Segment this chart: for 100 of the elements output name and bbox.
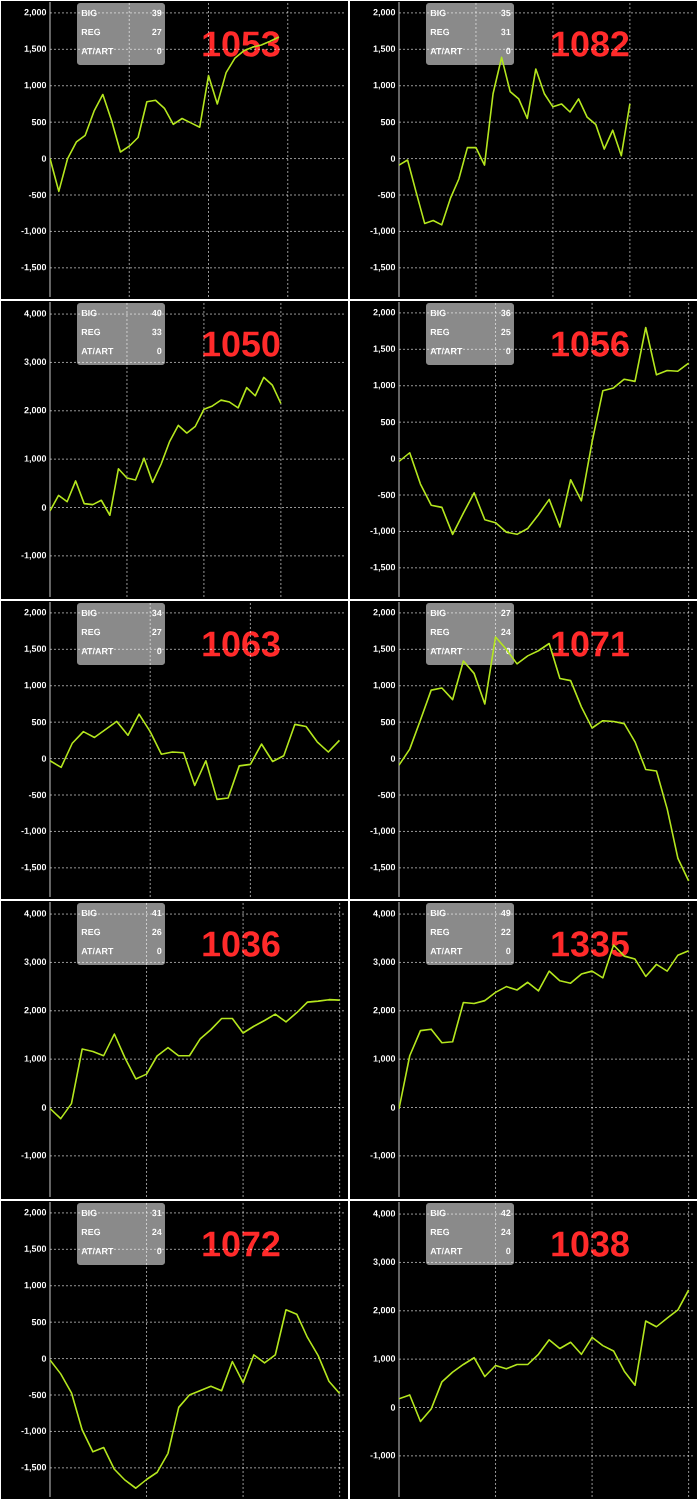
y-tick-label: 1,000 xyxy=(24,1281,47,1290)
annotation: 0 xyxy=(157,947,162,955)
text: 1082 xyxy=(552,31,629,57)
y-tick-label: 500 xyxy=(380,418,396,426)
annotation: REG xyxy=(81,928,101,936)
annotation: 40 xyxy=(151,309,162,317)
y-tick-label: 2,000 xyxy=(373,1006,396,1015)
line-series xyxy=(399,326,690,536)
annotation: 24 xyxy=(501,628,511,636)
annotation: REG xyxy=(430,628,450,636)
annotation: 49 xyxy=(500,909,511,917)
annotation: AT/ART xyxy=(81,947,114,955)
y-tick-label: 500 xyxy=(31,1318,47,1326)
line-series xyxy=(50,998,341,1120)
y-tick-label: 1,500 xyxy=(373,645,396,654)
y-tick-label: 1,500 xyxy=(373,45,396,54)
annotation: REG xyxy=(81,28,101,36)
annotation: BIG xyxy=(81,309,97,317)
annotation: REG xyxy=(430,328,450,336)
annotation: AT/ART xyxy=(430,647,463,655)
annotation: 35 xyxy=(501,9,511,17)
annotation: AT/ART xyxy=(430,347,463,355)
y-tick-label: -1,000 xyxy=(21,227,47,236)
y-tick-label: -1,000 xyxy=(21,552,47,560)
annotation: REG xyxy=(81,628,101,636)
y-tick-label: -1,500 xyxy=(370,264,396,272)
annotation: 34 xyxy=(152,609,162,617)
y-tick-label: 1,500 xyxy=(24,645,47,654)
line-series xyxy=(399,1289,690,1423)
y-tick-label: 1,000 xyxy=(24,455,47,463)
annotation: 25 xyxy=(501,328,511,336)
y-tick-label: -1,500 xyxy=(21,1464,47,1472)
annotation: 0 xyxy=(506,947,511,955)
y-tick-label: 3,000 xyxy=(373,958,396,967)
annotation: 31 xyxy=(152,1209,162,1217)
y-tick-label: -1,500 xyxy=(370,564,396,572)
text: 1050 xyxy=(203,331,280,357)
y-tick-label: -1,500 xyxy=(370,864,396,872)
y-tick-label: 2,000 xyxy=(24,1006,47,1015)
y-tick-label: 0 xyxy=(390,455,396,462)
annotation: BIG xyxy=(430,309,446,317)
y-tick-label: 1,000 xyxy=(373,381,396,390)
y-tick-label: 1,500 xyxy=(24,45,47,54)
annotation: AT/ART xyxy=(430,947,463,955)
y-tick-label: 0 xyxy=(41,155,47,162)
line-series xyxy=(399,56,631,226)
annotation: 0 xyxy=(506,47,511,55)
annotation: BIG xyxy=(81,609,97,617)
annotation: AT/ART xyxy=(81,347,114,355)
y-tick-label: 500 xyxy=(31,118,47,126)
y-tick-label: 2,000 xyxy=(373,1306,396,1315)
annotation: 42 xyxy=(500,1209,511,1217)
y-tick-label: 4,000 xyxy=(373,910,396,918)
annotation: 36 xyxy=(501,309,511,317)
annotation: AT/ART xyxy=(81,1247,114,1255)
annotation: REG xyxy=(430,28,450,36)
y-tick-label: 2,000 xyxy=(373,9,396,17)
y-tick-label: 2,000 xyxy=(24,406,47,415)
y-tick-label: -1,000 xyxy=(21,1427,47,1436)
annotation: BIG xyxy=(430,909,446,917)
annotation: 0 xyxy=(157,1247,162,1255)
y-tick-label: 0 xyxy=(41,755,47,762)
annotation: AT/ART xyxy=(430,1247,463,1255)
annotation: 24 xyxy=(152,1228,162,1236)
text: 1072 xyxy=(203,1231,280,1257)
annotation: 41 xyxy=(151,909,162,917)
y-tick-label: -500 xyxy=(28,1391,47,1399)
annotation: AT/ART xyxy=(81,647,114,655)
y-tick-label: 4,000 xyxy=(24,310,47,318)
annotation: BIG xyxy=(430,1209,446,1217)
text: 1056 xyxy=(552,331,629,357)
annotation: BIG xyxy=(430,9,446,17)
y-tick-label: 1,000 xyxy=(24,681,47,690)
annotation: BIG xyxy=(430,609,446,617)
annotation: REG xyxy=(81,1228,101,1236)
y-tick-label: 0 xyxy=(41,504,47,511)
annotation: REG xyxy=(81,328,101,336)
y-tick-label: 500 xyxy=(380,118,396,126)
y-tick-label: 1,000 xyxy=(373,1355,396,1363)
y-tick-label: 2,000 xyxy=(24,609,47,617)
y-tick-label: 2,000 xyxy=(24,9,47,17)
annotation: 0 xyxy=(506,1247,511,1255)
y-tick-label: -500 xyxy=(28,791,47,799)
y-tick-label: 3,000 xyxy=(373,1258,396,1267)
annotation: AT/ART xyxy=(81,47,114,55)
y-tick-label: 3,000 xyxy=(24,958,47,967)
y-tick-label: -500 xyxy=(377,191,396,199)
y-tick-label: 1,000 xyxy=(373,681,396,690)
y-tick-label: -1,000 xyxy=(21,827,47,836)
y-tick-label: -1,000 xyxy=(370,227,396,236)
annotation: 33 xyxy=(152,328,162,336)
y-tick-label: 1,000 xyxy=(373,81,396,90)
annotation: REG xyxy=(430,1228,450,1236)
annotation: 26 xyxy=(152,928,162,936)
text: 1071 xyxy=(552,631,629,657)
y-tick-label: 1,500 xyxy=(24,1245,47,1254)
annotation: 24 xyxy=(501,1228,511,1236)
y-tick-label: -500 xyxy=(377,791,396,799)
y-tick-label: 0 xyxy=(390,1104,396,1111)
text: 1063 xyxy=(203,631,280,657)
